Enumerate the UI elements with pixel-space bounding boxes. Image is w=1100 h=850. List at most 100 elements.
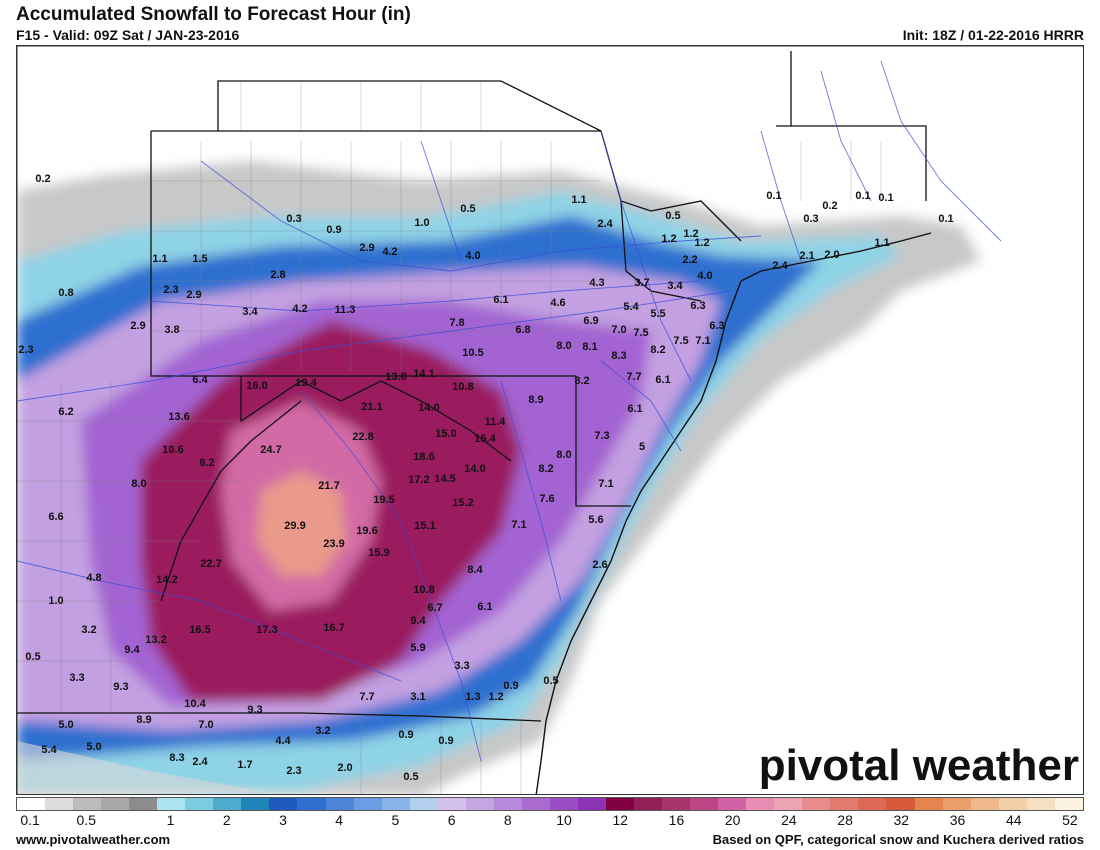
snowfall-value-label: 1.5	[192, 253, 207, 265]
init-time: Init: 18Z / 01-22-2016 HRRR	[902, 27, 1084, 43]
snowfall-map[interactable]: 0.2 0.3 0.9 1.0 0.5 1.1 2.4 0.5 1.2 1.2 1.2 2.2 0.1 0…	[16, 45, 1084, 795]
snowfall-value-label: 4.4	[275, 735, 291, 747]
snowfall-value-label: 8.9	[136, 714, 151, 726]
snowfall-value-label: 13.8	[385, 371, 406, 383]
snowfall-value-label: 15.9	[368, 547, 389, 559]
snowfall-value-label: 8.2	[538, 463, 553, 475]
snowfall-value-label: 14.5	[434, 473, 455, 485]
snowfall-value-label: 19.6	[356, 525, 377, 537]
snowfall-value-label: 4.8	[86, 572, 101, 584]
snowfall-value-label: 2.1	[799, 250, 814, 262]
legend-tick-label: 20	[724, 812, 741, 828]
snowfall-value-label: 13.2	[145, 634, 166, 646]
snowfall-value-label: 0.9	[503, 680, 518, 692]
legend-swatch	[802, 798, 831, 810]
snowfall-value-label: 15.4	[474, 433, 496, 445]
snowfall-value-label: 22.7	[200, 558, 221, 570]
state-borders	[17, 51, 927, 722]
legend-swatch	[465, 798, 494, 810]
snowfall-value-label: 1.0	[48, 595, 63, 607]
snowfall-value-label: 7.1	[598, 478, 613, 490]
footer-website[interactable]: www.pivotalweather.com	[16, 832, 171, 847]
legend-tick-label: 12	[612, 812, 629, 828]
snowfall-value-label: 3.1	[410, 691, 425, 703]
pivotal-weather-logo: pivotal weather	[758, 741, 1079, 790]
legend-tick-label: 4	[335, 812, 344, 828]
county-lines	[17, 81, 882, 794]
snowfall-value-label: 16.5	[189, 624, 210, 636]
snowfall-value-label: 1.2	[683, 228, 698, 240]
snowfall-value-label: 0.5	[403, 771, 418, 783]
legend-tick-label: 36	[949, 812, 966, 828]
coastline	[535, 232, 932, 794]
legend-tick-label: 5	[391, 812, 400, 828]
roads	[17, 60, 1002, 762]
snowfall-value-label: 7.1	[695, 335, 710, 347]
legend-tick-label: 2	[222, 812, 231, 828]
snowfall-value-label: 10.6	[162, 444, 183, 456]
snowfall-value-label: 3.7	[634, 277, 649, 289]
snowfall-value-label: 3.2	[81, 624, 96, 636]
legend-swatch	[185, 798, 214, 810]
legend-tick-label: 1	[166, 812, 175, 828]
legend-swatch	[17, 798, 46, 810]
snowfall-value-label: 7.1	[511, 519, 526, 531]
legend-swatch	[998, 798, 1027, 810]
snowfall-value-label: 8.3	[169, 752, 184, 764]
snowfall-value-label: 2.0	[337, 762, 352, 774]
snowfall-value-label: 11.3	[335, 304, 356, 316]
legend-tick-label: 3	[279, 812, 287, 828]
snowfall-value-label: 6.2	[58, 406, 73, 418]
snowfall-value-label: 2.0	[824, 249, 839, 261]
snowfall-value-label: 3.2	[315, 725, 330, 737]
snowfall-value-label: 2.6	[592, 559, 607, 571]
legend-swatch	[914, 798, 943, 810]
legend-swatch	[353, 798, 382, 810]
legend-swatch	[662, 798, 691, 810]
legend-tick-label: 24	[781, 812, 797, 828]
legend-swatch	[774, 798, 803, 810]
snowfall-value-label: 15.0	[435, 428, 456, 440]
legend-swatch	[886, 798, 915, 810]
legend-swatch	[1054, 798, 1083, 810]
snowfall-value-label: 3.4	[242, 306, 258, 318]
snowfall-value-label: 1.0	[414, 217, 429, 229]
snowfall-value-label: 6.6	[48, 511, 63, 523]
snowfall-value-label: 7.0	[611, 324, 626, 336]
snowfall-value-label: 8.2	[574, 375, 589, 387]
legend-swatch	[605, 798, 635, 810]
legend-swatch	[746, 798, 775, 810]
snowfall-value-label: 2.3	[18, 344, 33, 356]
snowfall-value-label: 6.1	[493, 294, 508, 306]
legend-swatch	[269, 798, 298, 810]
legend-swatch	[577, 798, 606, 810]
legend-tick-label: 6	[447, 812, 456, 828]
snowfall-value-label: 3.3	[454, 660, 469, 672]
snowfall-value-label: 0.1	[855, 190, 870, 202]
snowfall-value-label: 23.9	[323, 538, 344, 550]
shade-28-36	[256, 471, 346, 576]
legend-swatch	[830, 798, 859, 810]
legend-swatch	[437, 798, 466, 810]
legend-swatch	[297, 798, 326, 810]
legend-swatch	[325, 798, 354, 810]
snowfall-value-label: 4.2	[382, 246, 397, 258]
snowfall-value-label: 10.5	[462, 347, 483, 359]
snowfall-value-label: 5.0	[86, 741, 101, 753]
snowfall-value-labels: 0.20.30.91.00.51.12.40.51.2 1.21.22.20.10…	[18, 173, 953, 783]
snowfall-value-label: 5.0	[58, 719, 73, 731]
snowfall-value-label: 2.9	[359, 242, 374, 254]
snowfall-value-label: 6.9	[583, 315, 598, 327]
legend-tick-label: 8	[503, 812, 512, 828]
snowfall-value-label: 0.5	[665, 210, 680, 222]
snowfall-value-label: 5	[639, 441, 645, 453]
legend-tick-label: 28	[837, 812, 853, 828]
color-legend	[16, 797, 1084, 811]
snowfall-value-label: 6.4	[192, 374, 208, 386]
snowfall-value-label: 2.4	[597, 218, 613, 230]
snowfall-value-label: 7.7	[359, 691, 374, 703]
legend-tick-label: 0.5	[76, 812, 96, 828]
snowfall-value-label: 1.2	[694, 237, 709, 249]
legend-swatch	[970, 798, 999, 810]
snowfall-value-label: 4.6	[550, 297, 565, 309]
